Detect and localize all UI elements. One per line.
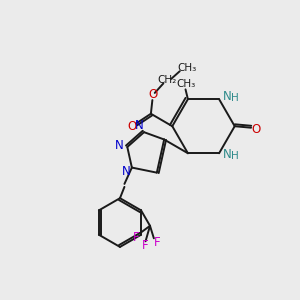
Text: CH₃: CH₃	[178, 63, 197, 73]
Text: F: F	[133, 231, 139, 244]
Text: N: N	[122, 165, 131, 178]
Text: H: H	[231, 93, 239, 103]
Text: N: N	[115, 139, 123, 152]
Text: H: H	[231, 151, 239, 160]
Text: F: F	[154, 236, 160, 249]
Text: N: N	[223, 148, 232, 161]
Text: CH₂: CH₂	[158, 75, 177, 85]
Text: N: N	[135, 119, 144, 132]
Text: O: O	[148, 88, 158, 101]
Text: F: F	[142, 239, 149, 252]
Text: O: O	[251, 123, 261, 136]
Text: N: N	[223, 90, 232, 103]
Text: CH₃: CH₃	[176, 79, 195, 89]
Text: O: O	[127, 120, 136, 133]
